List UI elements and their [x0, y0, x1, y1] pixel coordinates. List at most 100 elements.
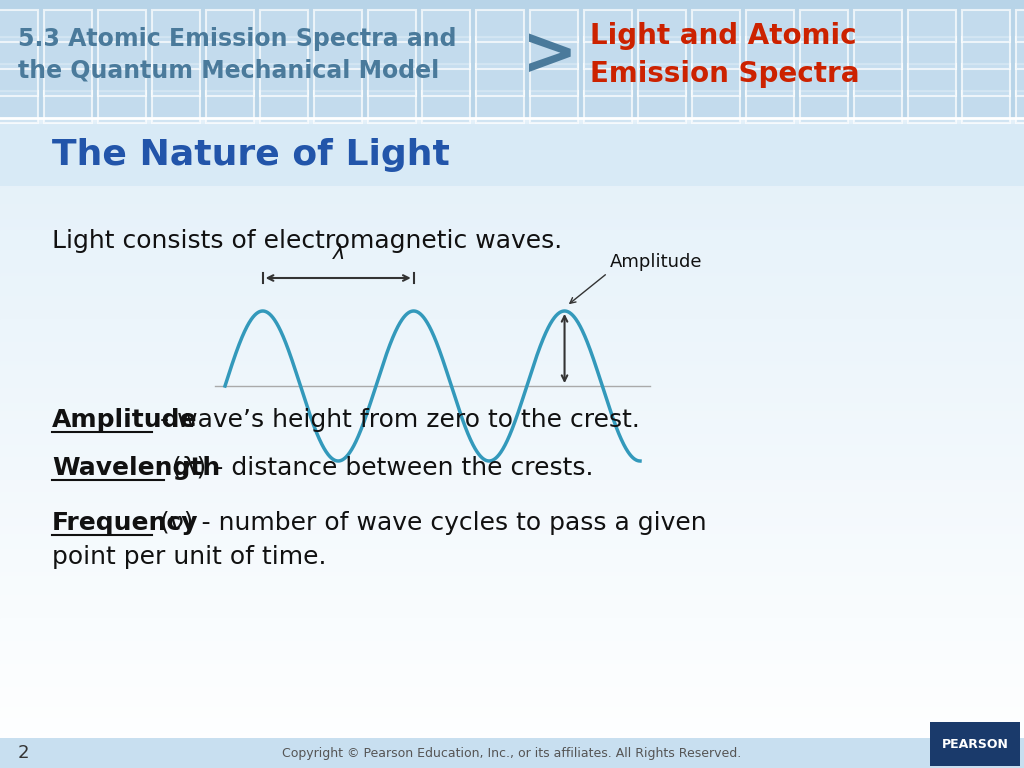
Text: Frequency: Frequency	[52, 511, 199, 535]
Bar	[0, 23, 1024, 27]
Bar	[0, 10, 38, 42]
Bar	[0, 31, 1024, 35]
Bar	[0, 15, 1024, 19]
Bar	[0, 745, 1024, 749]
Bar	[98, 91, 146, 123]
Bar	[0, 142, 1024, 146]
Bar	[0, 637, 1024, 641]
Bar	[0, 403, 1024, 407]
Bar	[0, 657, 1024, 660]
Bar	[0, 722, 1024, 726]
Bar	[746, 91, 794, 123]
Bar	[0, 380, 1024, 384]
Bar	[0, 484, 1024, 488]
Bar	[0, 699, 1024, 703]
Bar	[0, 618, 1024, 622]
Bar	[314, 37, 362, 69]
Bar	[0, 315, 1024, 319]
Bar	[0, 630, 1024, 634]
Bar	[0, 480, 1024, 484]
Bar	[0, 234, 1024, 238]
Bar	[0, 430, 1024, 434]
Bar	[422, 37, 470, 69]
Bar	[746, 10, 794, 42]
Bar	[0, 276, 1024, 280]
Bar	[0, 376, 1024, 380]
Bar	[0, 288, 1024, 292]
Bar	[0, 676, 1024, 680]
Bar	[800, 64, 848, 96]
Bar	[0, 111, 1024, 115]
Bar	[0, 154, 1024, 157]
Bar	[0, 196, 1024, 200]
Bar	[0, 58, 1024, 61]
Bar	[0, 84, 1024, 88]
Bar	[0, 81, 1024, 84]
Bar	[0, 710, 1024, 714]
Bar	[854, 64, 902, 96]
Bar	[0, 580, 1024, 584]
Bar	[908, 91, 956, 123]
Bar	[0, 346, 1024, 349]
Bar	[584, 37, 632, 69]
Bar	[0, 123, 1024, 127]
Text: Light consists of electromagnetic waves.: Light consists of electromagnetic waves.	[52, 229, 562, 253]
Bar	[0, 449, 1024, 453]
Bar	[0, 92, 1024, 96]
Bar	[0, 572, 1024, 576]
Bar	[0, 161, 1024, 165]
Bar	[0, 27, 1024, 31]
Bar	[0, 238, 1024, 242]
Bar	[0, 19, 1024, 23]
Bar	[0, 219, 1024, 223]
Bar	[98, 37, 146, 69]
Text: point per unit of time.: point per unit of time.	[52, 545, 327, 569]
Bar	[0, 687, 1024, 691]
Bar	[0, 753, 1024, 756]
Bar	[0, 603, 1024, 607]
Bar	[44, 64, 92, 96]
Bar	[0, 419, 1024, 422]
Bar	[0, 96, 1024, 100]
Bar	[0, 756, 1024, 760]
Bar	[0, 157, 1024, 161]
Bar	[0, 257, 1024, 261]
Bar	[0, 273, 1024, 276]
Bar	[0, 738, 1024, 768]
Bar	[0, 326, 1024, 330]
Bar	[0, 127, 1024, 131]
Bar	[0, 50, 1024, 54]
Bar	[0, 211, 1024, 215]
Bar	[0, 664, 1024, 668]
Bar	[422, 10, 470, 42]
Bar	[0, 476, 1024, 480]
Bar	[0, 338, 1024, 342]
Bar	[0, 733, 1024, 737]
Bar	[0, 668, 1024, 672]
Bar	[0, 319, 1024, 323]
Bar	[0, 611, 1024, 614]
Bar	[0, 64, 38, 96]
Text: - wave’s height from zero to the crest.: - wave’s height from zero to the crest.	[153, 408, 640, 432]
Bar	[0, 250, 1024, 253]
Bar	[98, 64, 146, 96]
Bar	[0, 541, 1024, 545]
Bar	[0, 42, 1024, 46]
Bar	[854, 37, 902, 69]
Bar	[44, 37, 92, 69]
Bar	[0, 599, 1024, 603]
Bar	[0, 119, 1024, 123]
Bar	[0, 265, 1024, 269]
Bar	[0, 549, 1024, 553]
Bar	[0, 726, 1024, 730]
Bar	[0, 349, 1024, 353]
Bar	[476, 64, 524, 96]
Bar	[314, 64, 362, 96]
Bar	[0, 691, 1024, 695]
Bar	[0, 54, 1024, 58]
Text: PEARSON: PEARSON	[941, 737, 1009, 750]
Bar	[0, 100, 1024, 104]
Bar	[0, 392, 1024, 396]
Bar	[152, 10, 200, 42]
Bar	[0, 0, 1024, 4]
